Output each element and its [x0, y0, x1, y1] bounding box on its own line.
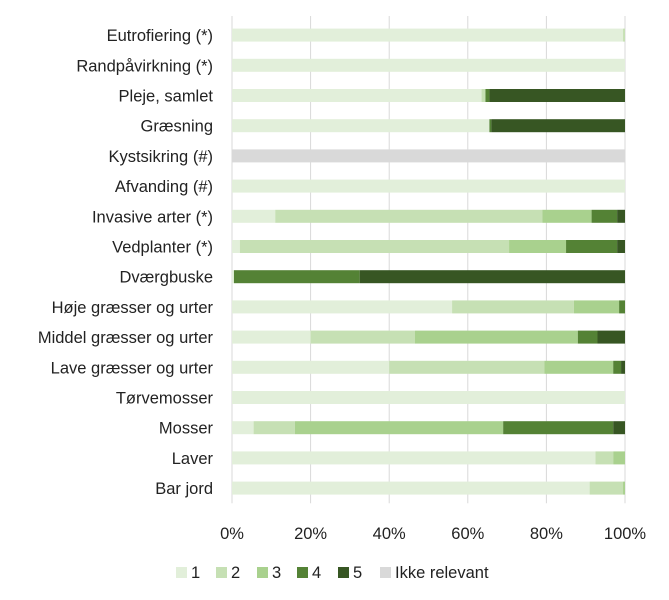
bar-segment: [359, 270, 625, 284]
bar-segment: [542, 209, 592, 223]
x-tick-label: 20%: [294, 525, 327, 543]
category-label: Bar jord: [155, 480, 213, 498]
category-label: Pleje, samlet: [119, 88, 214, 106]
bar-segment: [503, 421, 614, 435]
legend-label: 4: [312, 564, 321, 582]
bar-segment: [566, 240, 618, 253]
category-label: Laver: [172, 450, 214, 468]
bar-segment: [232, 270, 234, 284]
bar-segment: [491, 119, 625, 133]
x-tick-label: 40%: [373, 525, 406, 543]
bar-segment: [613, 360, 622, 374]
bar-segment: [232, 58, 625, 72]
x-axis-ticks: 0% 20% 40% 60% 80% 100%: [220, 525, 646, 543]
x-tick-label: 0%: [220, 525, 244, 543]
bar-segment: [623, 28, 625, 42]
bar-segment: [232, 421, 254, 435]
legend-label: 5: [353, 564, 362, 582]
x-tick-label: 100%: [604, 525, 647, 543]
bar-segment: [617, 240, 625, 253]
bar-segment: [595, 451, 614, 465]
legend-swatch: [176, 567, 187, 578]
bar-segment: [621, 360, 625, 374]
bar-segment: [232, 89, 482, 102]
bar-segment: [233, 270, 360, 284]
bar-segment: [489, 89, 625, 102]
bar-segment: [239, 240, 510, 253]
bar-segment: [573, 300, 620, 314]
legend-swatch: [297, 567, 308, 578]
legend-label: 2: [231, 564, 240, 582]
bar-segment: [253, 421, 295, 435]
bar-segment: [591, 209, 618, 223]
bar-segment: [623, 481, 625, 495]
bar-segment: [232, 360, 390, 374]
legend-label: 3: [272, 564, 281, 582]
category-label: Mosser: [159, 420, 214, 438]
legend-label: 1: [191, 564, 200, 582]
bar-segment: [509, 240, 567, 253]
category-label: Eutrofiering (*): [107, 27, 213, 45]
category-label: Kystsikring (#): [108, 148, 213, 166]
bar-segment: [597, 330, 625, 344]
legend-swatch: [380, 567, 391, 578]
category-label: Vedplanter (*): [112, 239, 213, 257]
bar-segment: [544, 360, 614, 374]
category-label: Høje græsser og urter: [52, 299, 214, 317]
bar-segment: [232, 391, 625, 404]
bar-segment: [232, 149, 625, 163]
bar-segment: [414, 330, 578, 344]
bar-segment: [232, 28, 624, 42]
bar-segment: [489, 119, 492, 133]
bar-segment: [589, 481, 624, 495]
bar-segment: [577, 330, 598, 344]
bar-segment: [232, 209, 276, 223]
bar-segment: [452, 300, 574, 314]
legend: 1 2 3 4 5 Ikke relevant: [176, 564, 489, 582]
category-label: Tørvemosser: [116, 390, 214, 408]
bar-segment: [275, 209, 543, 223]
legend-label: Ikke relevant: [395, 564, 489, 582]
category-label: Græsning: [141, 118, 213, 136]
bar-segment: [232, 330, 311, 344]
category-labels: Eutrofiering (*) Randpåvirkning (*) Pleje,…: [38, 27, 214, 498]
bar-segment: [613, 421, 625, 435]
bars: [232, 28, 625, 495]
category-label: Middel græsser og urter: [38, 329, 214, 347]
bar-segment: [481, 89, 486, 102]
bar-segment: [232, 481, 590, 495]
category-label: Invasive arter (*): [92, 208, 213, 226]
category-label: Randpåvirkning (*): [76, 57, 213, 75]
bar-segment: [232, 179, 625, 193]
bar-segment: [619, 300, 625, 314]
bar-segment: [232, 119, 490, 133]
legend-swatch: [216, 567, 227, 578]
bar-segment: [232, 300, 453, 314]
x-tick-label: 80%: [530, 525, 563, 543]
category-label: Lave græsser og urter: [51, 359, 214, 377]
bar-segment: [232, 240, 240, 253]
bar-segment: [485, 89, 490, 102]
bar-segment: [613, 451, 625, 465]
x-tick-label: 60%: [451, 525, 484, 543]
bar-segment: [389, 360, 545, 374]
bar-segment: [617, 209, 625, 223]
bar-segment: [294, 421, 504, 435]
legend-swatch: [338, 567, 349, 578]
bar-segment: [232, 451, 596, 465]
category-label: Dværgbuske: [119, 269, 213, 287]
bar-segment: [310, 330, 415, 344]
legend-swatch: [257, 567, 268, 578]
category-label: Afvanding (#): [115, 178, 213, 196]
